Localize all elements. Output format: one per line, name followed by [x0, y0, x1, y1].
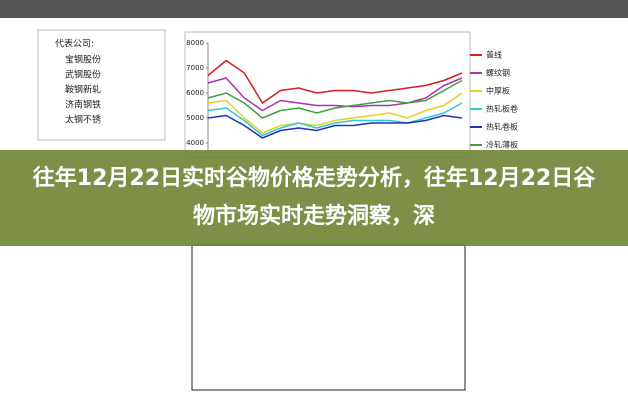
series-line	[207, 102, 463, 137]
legend-label: 热轧卷板	[486, 122, 518, 132]
company: 济南钢铁	[65, 99, 101, 111]
company-heading: 代表公司:	[55, 38, 94, 50]
company-box	[37, 29, 166, 141]
top-strip	[0, 0, 628, 18]
legend-label: 冷轧薄板	[486, 140, 518, 150]
legend-label: 螺纹钢	[486, 68, 510, 78]
y-tick-label: 7000	[186, 64, 204, 72]
y-tick-label: 6000	[186, 89, 204, 97]
company: 宝钢股份	[65, 54, 101, 66]
y-tick-label: 4000	[186, 139, 204, 147]
lower-box	[191, 244, 466, 391]
series-line	[207, 92, 463, 134]
banner: 往年12月22日实时谷物价格走势分析，往年12月22日谷物市场实时走势洞察，深	[0, 150, 628, 246]
legend-label: 中厚板	[486, 86, 510, 96]
company: 武钢股份	[65, 69, 101, 81]
legend-label: 热轧板卷	[486, 104, 518, 114]
y-tick-label: 5000	[186, 114, 204, 122]
company: 鞍钢新轧	[65, 84, 101, 96]
y-tick-label: 8000	[186, 39, 204, 47]
chart-frame	[184, 31, 471, 158]
series-line	[207, 59, 463, 105]
series-line	[207, 114, 463, 139]
legend-label: 普线	[486, 50, 502, 60]
series-line	[207, 79, 463, 119]
company: 太钢不锈	[65, 114, 101, 126]
banner-title: 往年12月22日实时谷物价格走势分析，往年12月22日谷物市场实时走势洞察，深	[32, 166, 596, 229]
series-line	[207, 77, 463, 112]
